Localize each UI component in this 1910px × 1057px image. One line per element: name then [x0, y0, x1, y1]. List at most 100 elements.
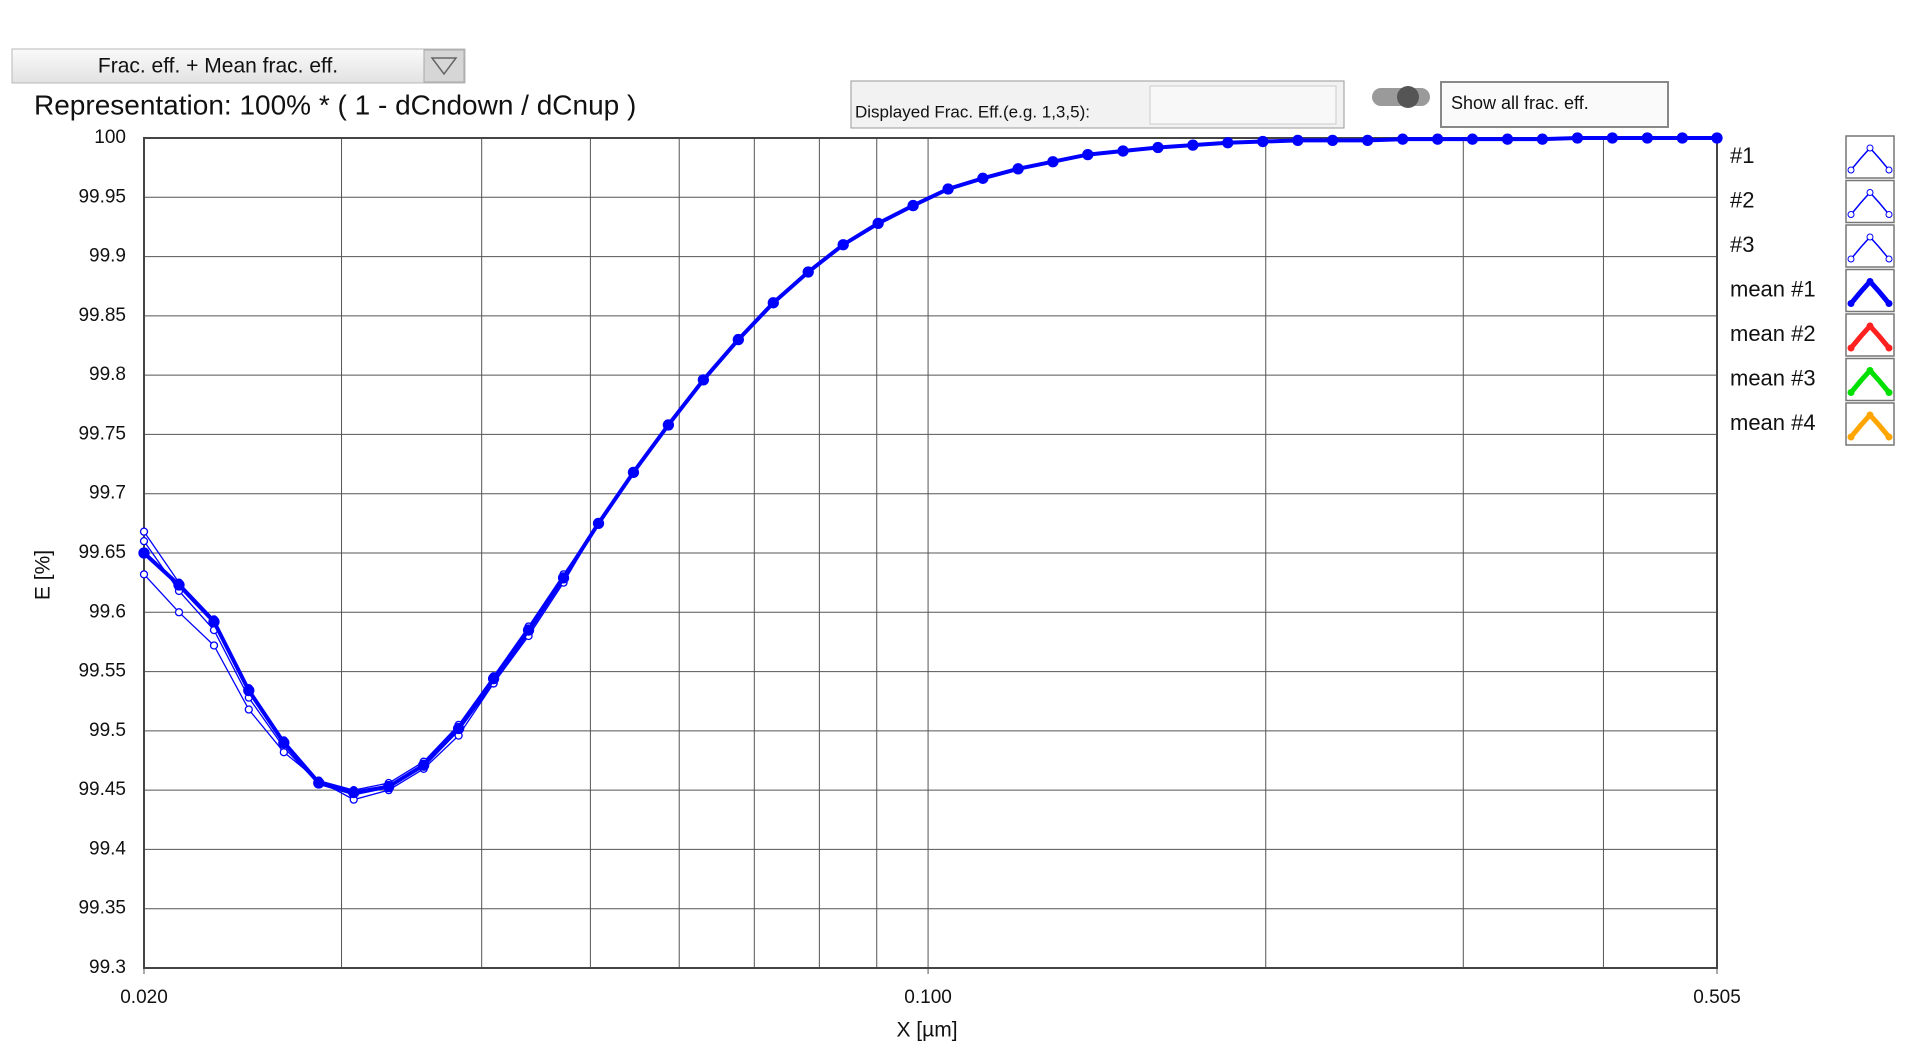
legend-swatch-marker	[1847, 300, 1855, 307]
x-tick-label: 0.505	[1693, 987, 1741, 1008]
legend-swatch-marker	[1866, 233, 1874, 241]
y-tick-label: 100	[94, 127, 126, 148]
legend-swatch-marker	[1847, 389, 1855, 396]
legend-swatch-marker	[1885, 255, 1893, 263]
data-point	[452, 722, 465, 735]
legend-swatch-marker	[1866, 189, 1874, 196]
data-point	[1257, 135, 1269, 148]
legend-swatch-marker	[1866, 278, 1874, 285]
data-point	[1466, 133, 1479, 145]
legend-swatch-marker	[1885, 389, 1893, 396]
y-tick-label: 99.5	[89, 720, 126, 741]
x-tick-label: 0.100	[904, 987, 952, 1008]
displayed-frac-eff: Displayed Frac. Eff.(e.g. 1,3,5):	[850, 80, 1345, 129]
legend-swatch-marker	[1866, 411, 1874, 419]
legend-swatch-marker	[1847, 255, 1855, 263]
data-point	[1012, 163, 1024, 175]
legend-swatch-marker	[1885, 300, 1893, 307]
dropdown-box[interactable]	[11, 48, 466, 84]
representation-label: Representation: 100% * ( 1 - dCndown / d…	[34, 89, 636, 120]
data-point	[313, 777, 325, 789]
data-point	[209, 641, 219, 650]
data-point	[1117, 145, 1129, 157]
legend-swatch-marker	[1866, 367, 1874, 374]
data-point	[383, 780, 395, 793]
data-point	[1187, 139, 1199, 151]
y-tick-label: 99.95	[78, 186, 126, 207]
legend-label: mean #2	[1730, 321, 1816, 346]
x-tick-label: 0.020	[120, 987, 168, 1008]
data-point	[942, 183, 954, 195]
y-tick-label: 99.55	[78, 661, 126, 682]
legend-swatch-marker	[1847, 166, 1855, 174]
data-point	[139, 536, 149, 546]
data-point	[1606, 132, 1619, 144]
displayed-frac-eff-input[interactable]	[1149, 85, 1337, 125]
dropdown-arrow	[430, 57, 458, 76]
legend-swatch-marker	[1885, 344, 1893, 352]
data-point	[278, 737, 290, 749]
data-point	[243, 684, 255, 697]
displayed-frac-eff-label: Displayed Frac. Eff.(e.g. 1,3,5):	[855, 102, 1090, 121]
legend-swatch-marker	[1885, 166, 1893, 174]
show-all-button-box[interactable]	[1440, 81, 1669, 128]
y-tick-label: 99.45	[78, 779, 126, 800]
data-point	[1641, 132, 1653, 144]
data-point	[1397, 133, 1409, 145]
y-tick-label: 99.9	[89, 246, 126, 267]
legend-swatch-marker	[1866, 322, 1874, 330]
series-line	[142, 136, 1717, 795]
data-point	[977, 172, 989, 184]
data-point	[139, 527, 149, 536]
y-tick-label: 99.65	[78, 542, 126, 563]
show-all-button[interactable]: Show all frac. eff.	[1440, 81, 1669, 128]
y-tick-label: 99.35	[78, 898, 126, 919]
dropdown-text: Frac. eff. + Mean frac. eff.	[98, 55, 338, 78]
dropdown[interactable]: Frac. eff. + Mean frac. eff.	[11, 48, 466, 84]
legend-swatch-marker	[1885, 211, 1893, 218]
data-point	[767, 297, 779, 309]
legend-label: #2	[1730, 187, 1754, 212]
data-point	[208, 616, 220, 628]
x-axis-label: X [µm]	[896, 1019, 957, 1042]
y-tick-label: 99.6	[89, 601, 126, 622]
data-point	[487, 673, 500, 685]
plot: 99.3 99.35 99.4 99.45 99.5 99.55 99.6 99.65 99.7…	[78, 127, 1740, 1008]
legend-swatch-marker	[1885, 433, 1893, 441]
data-point	[557, 572, 570, 584]
toggle-knob[interactable]	[1397, 86, 1419, 108]
data-point	[1431, 133, 1444, 145]
toggle[interactable]	[1372, 86, 1430, 108]
y-tick-label: 99.3	[89, 957, 126, 978]
y-tick-label: 99.7	[89, 483, 126, 504]
data-point	[907, 199, 919, 212]
data-point	[732, 333, 744, 346]
data-point	[1326, 134, 1339, 147]
data-point	[138, 547, 150, 559]
data-point	[418, 759, 430, 771]
data-point	[1711, 132, 1723, 144]
data-point	[697, 374, 710, 386]
data-point	[1536, 133, 1549, 145]
legend-label: #3	[1730, 232, 1754, 257]
legend-swatch-marker	[1847, 433, 1855, 441]
y-axis-label: E [%]	[32, 550, 55, 600]
legend-swatch-marker	[1847, 211, 1855, 218]
data-point	[279, 748, 288, 757]
data-point	[1082, 148, 1094, 161]
data-point	[627, 466, 640, 479]
dropdown-arrow-button[interactable]	[423, 49, 465, 83]
data-point	[837, 239, 849, 251]
data-point	[1571, 132, 1584, 144]
y-tick-label: 99.8	[89, 364, 126, 385]
data-point	[1047, 156, 1059, 168]
y-tick-label: 99.85	[78, 305, 126, 326]
data-point	[1361, 134, 1374, 147]
y-tick-label: 99.75	[78, 423, 126, 444]
y-tick-label: 99.4	[89, 838, 126, 859]
data-point	[522, 624, 535, 636]
legend-label: mean #3	[1730, 365, 1816, 390]
data-point	[139, 570, 149, 579]
